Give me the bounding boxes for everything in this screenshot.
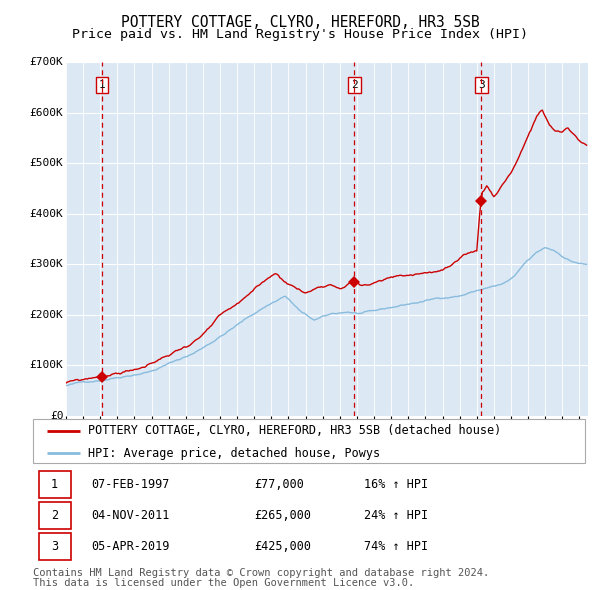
Text: £400K: £400K: [29, 209, 64, 219]
FancyBboxPatch shape: [38, 471, 71, 498]
Text: £265,000: £265,000: [254, 509, 311, 522]
Text: This data is licensed under the Open Government Licence v3.0.: This data is licensed under the Open Gov…: [33, 578, 414, 588]
Text: £200K: £200K: [29, 310, 64, 320]
Text: 3: 3: [478, 80, 485, 90]
Text: HPI: Average price, detached house, Powys: HPI: Average price, detached house, Powy…: [88, 447, 380, 460]
Text: 07-FEB-1997: 07-FEB-1997: [91, 478, 169, 491]
FancyBboxPatch shape: [33, 419, 585, 463]
Text: POTTERY COTTAGE, CLYRO, HEREFORD, HR3 5SB: POTTERY COTTAGE, CLYRO, HEREFORD, HR3 5S…: [121, 15, 479, 30]
Text: 04-NOV-2011: 04-NOV-2011: [91, 509, 169, 522]
Text: Contains HM Land Registry data © Crown copyright and database right 2024.: Contains HM Land Registry data © Crown c…: [33, 568, 489, 578]
Text: £300K: £300K: [29, 259, 64, 269]
Text: 3: 3: [51, 540, 58, 553]
Text: 1: 1: [98, 80, 106, 90]
Text: POTTERY COTTAGE, CLYRO, HEREFORD, HR3 5SB (detached house): POTTERY COTTAGE, CLYRO, HEREFORD, HR3 5S…: [88, 424, 502, 437]
Text: £77,000: £77,000: [254, 478, 304, 491]
Text: 1: 1: [51, 478, 58, 491]
Text: £500K: £500K: [29, 158, 64, 168]
Text: 2: 2: [351, 80, 358, 90]
FancyBboxPatch shape: [38, 502, 71, 529]
Text: 24% ↑ HPI: 24% ↑ HPI: [364, 509, 428, 522]
Text: 05-APR-2019: 05-APR-2019: [91, 540, 169, 553]
Text: £425,000: £425,000: [254, 540, 311, 553]
FancyBboxPatch shape: [38, 533, 71, 559]
Text: £600K: £600K: [29, 107, 64, 117]
Text: 16% ↑ HPI: 16% ↑ HPI: [364, 478, 428, 491]
Text: £100K: £100K: [29, 360, 64, 371]
Text: £0: £0: [50, 411, 64, 421]
Text: 74% ↑ HPI: 74% ↑ HPI: [364, 540, 428, 553]
Text: Price paid vs. HM Land Registry's House Price Index (HPI): Price paid vs. HM Land Registry's House …: [72, 28, 528, 41]
Text: 2: 2: [51, 509, 58, 522]
Text: £700K: £700K: [29, 57, 64, 67]
